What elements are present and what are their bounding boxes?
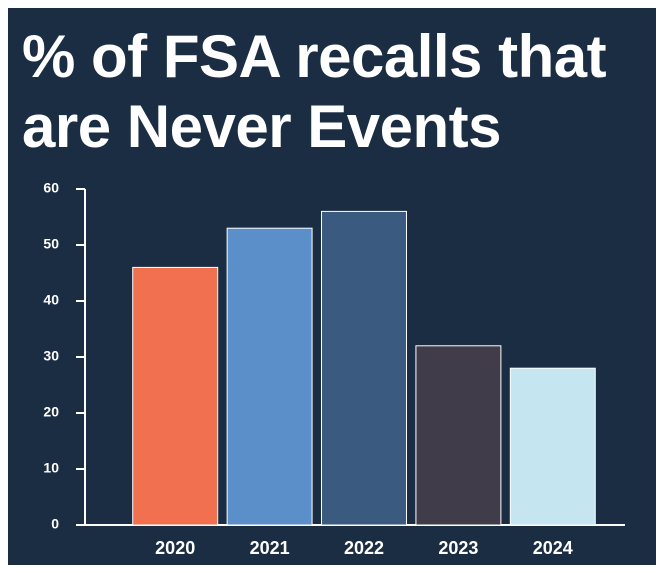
bar <box>226 227 313 526</box>
y-tick-label: 60 <box>43 180 59 196</box>
y-tick-label: 30 <box>43 348 59 364</box>
bar <box>321 210 407 526</box>
x-tick-label: 2021 <box>250 538 290 558</box>
y-tick-label: 0 <box>51 516 59 532</box>
x-tick-label: 2020 <box>155 538 195 558</box>
x-tick-label: 2022 <box>344 538 384 558</box>
y-tick-label: 10 <box>43 460 59 476</box>
y-tick-label: 20 <box>43 404 59 420</box>
chart: 0 10 20 30 40 50 60 2020 2021 2022 2023 2024 <box>43 180 625 558</box>
x-tick-label: 2023 <box>438 538 478 558</box>
bar <box>132 266 219 526</box>
bar <box>415 345 502 526</box>
y-tick-label: 40 <box>43 292 59 308</box>
chart-title: % of FSA recalls that are Never Events <box>22 23 607 160</box>
y-tick-label: 50 <box>43 236 59 252</box>
bar <box>509 367 596 526</box>
chart-background: % of FSA recalls that are Never Events 0… <box>8 8 656 565</box>
x-tick-label: 2024 <box>533 538 573 558</box>
